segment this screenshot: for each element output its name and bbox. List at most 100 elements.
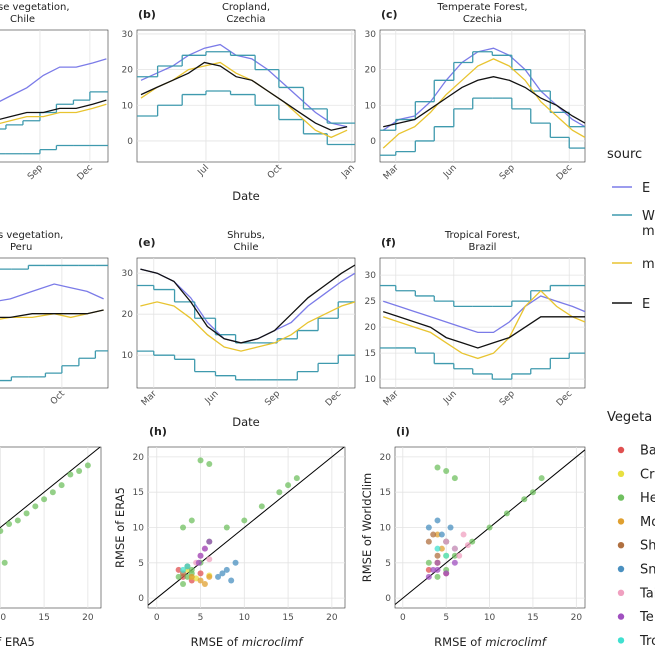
y-tick-label: 30	[365, 271, 377, 281]
point	[175, 573, 182, 580]
point	[175, 566, 182, 573]
point	[434, 545, 441, 552]
point	[443, 538, 450, 545]
point	[23, 510, 30, 517]
panel-background	[136, 257, 356, 389]
point	[434, 531, 441, 538]
panel-title: Temperate Forest,	[436, 2, 527, 13]
x-axis-title: Date	[232, 189, 260, 203]
y-tick-label: 20	[365, 323, 377, 333]
point	[464, 542, 471, 549]
point	[438, 531, 445, 538]
legend-key	[617, 494, 625, 501]
x-axis-title-emph: microclimf	[485, 635, 547, 649]
x-tick-label: 20	[82, 613, 94, 623]
x-axis-title-emph: microclimf	[242, 635, 304, 649]
y-tick-label: 10	[122, 351, 134, 361]
legend-key	[617, 470, 625, 477]
point	[434, 566, 441, 573]
x-tick-label: Jul	[196, 163, 211, 178]
y-tick-label: 20	[133, 453, 145, 463]
panel-title: Chile	[10, 14, 35, 25]
legend-label: Sh	[640, 539, 655, 554]
legend-label: Tai	[639, 586, 655, 601]
plot-layer	[380, 47, 585, 156]
point	[184, 563, 191, 570]
y-tick-label: 10	[365, 375, 377, 385]
point	[430, 566, 437, 573]
x-axis-title: RMSE of microclimf	[434, 635, 548, 649]
point	[434, 559, 441, 566]
reference-line	[0, 447, 101, 529]
point	[195, 559, 202, 566]
y-axis-title: RMSE of ERA5	[113, 487, 127, 568]
legend-label: m	[642, 257, 655, 272]
point	[184, 573, 191, 580]
point	[14, 517, 21, 524]
x-tick-label: 15	[282, 613, 293, 623]
point	[276, 489, 283, 496]
point	[32, 503, 39, 510]
point	[486, 524, 493, 531]
y-tick-label: 25	[365, 297, 376, 307]
y-tick-label: 30	[122, 30, 134, 40]
point	[41, 496, 48, 503]
point	[197, 570, 204, 577]
y-tick-label: 0	[385, 594, 391, 604]
point	[206, 556, 213, 563]
panel-title: Cropland,	[222, 2, 270, 13]
x-tick-label: Dec	[76, 163, 95, 182]
x-tick-label: Mar	[140, 389, 159, 408]
x-tick-label: Jan	[339, 163, 357, 181]
x-tick-label: 0	[400, 613, 406, 623]
legend-key	[617, 565, 625, 573]
y-tick-label: 10	[122, 101, 134, 111]
legend-key	[617, 446, 625, 454]
y-tick-label: 10	[133, 524, 145, 534]
point	[206, 460, 213, 467]
point	[434, 464, 441, 471]
point	[188, 517, 195, 524]
legend-label: Sn	[640, 563, 655, 578]
legend-title: Vegeta	[607, 410, 652, 425]
legend-label: He	[640, 491, 655, 506]
point	[180, 524, 187, 531]
y-tick-label: 0	[370, 137, 376, 147]
series-line	[382, 289, 585, 360]
series-line	[0, 99, 107, 120]
y-tick-label: 30	[365, 30, 377, 40]
y-tick-label: 0	[127, 137, 133, 147]
x-tick-label: Oct	[49, 389, 67, 407]
panel-title: Brazil	[469, 242, 497, 253]
point	[451, 545, 458, 552]
plot-layer	[0, 447, 101, 566]
x-tick-label: Sep	[498, 163, 517, 182]
point	[451, 552, 458, 559]
panel-tag: (i)	[396, 425, 410, 438]
point	[434, 517, 441, 524]
point	[469, 538, 476, 545]
point	[443, 570, 450, 577]
series-line	[383, 76, 585, 128]
panel-title: Czechia	[226, 14, 265, 25]
panel-title: se vegetation,	[0, 2, 70, 13]
legend-label: E	[642, 181, 650, 196]
y-tick-label: 20	[122, 66, 134, 76]
y-tick-label: 5	[385, 559, 391, 569]
point	[443, 468, 450, 475]
point	[1, 559, 8, 566]
y-tick-label: 10	[365, 101, 377, 111]
point	[538, 475, 545, 482]
point	[206, 538, 213, 545]
legend-key	[617, 542, 625, 549]
point	[228, 577, 235, 584]
series-line	[0, 58, 107, 102]
legend-label: Mo	[640, 515, 655, 530]
panel-title: s vegetation,	[0, 230, 63, 241]
y-tick-label: 20	[380, 453, 392, 463]
series-line	[0, 283, 104, 302]
y-tick-label: 15	[133, 488, 144, 498]
point	[425, 524, 432, 531]
x-tick-label: Mar	[382, 163, 401, 182]
point	[447, 524, 454, 531]
